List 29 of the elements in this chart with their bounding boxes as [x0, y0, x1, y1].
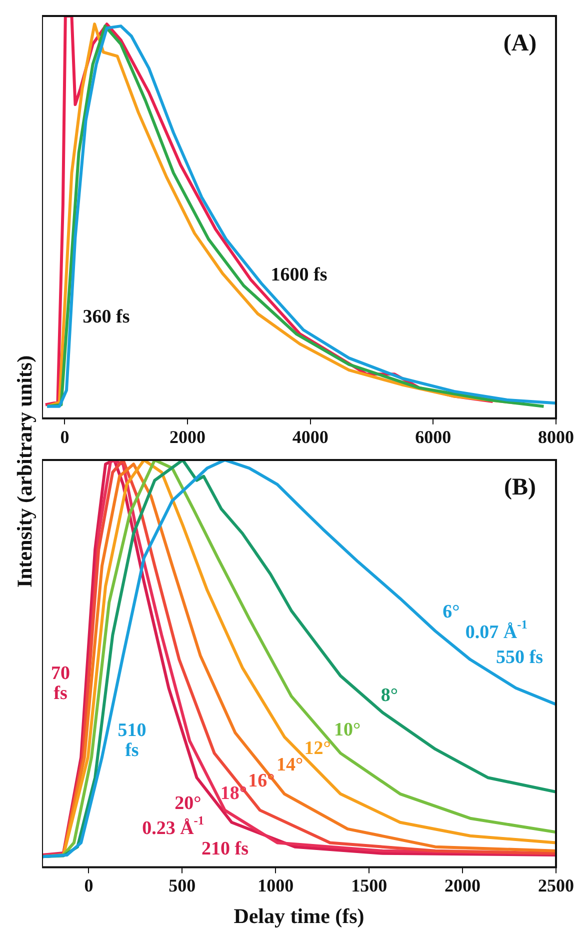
x-tick-label: 4000 [292, 426, 328, 447]
x-tick-label: 6000 [415, 426, 452, 447]
annotation: 210 fs [202, 838, 248, 860]
annotation: (A) [503, 30, 537, 56]
x-tick-label: 1500 [351, 876, 388, 896]
x-axis-title: Delay time (fs) [234, 904, 364, 928]
x-tick-label: 2000 [444, 876, 481, 896]
x-tick-label: 500 [168, 876, 196, 896]
y-axis-title: Intensity (arbitrary units) [12, 354, 38, 588]
annotation: 360 fs [82, 306, 130, 328]
series-label: 18° [220, 782, 248, 804]
series-label: 8° [380, 685, 398, 706]
x-tick-label: 0 [60, 426, 70, 447]
annotation: 1600 fs [270, 264, 328, 286]
series-label: 14° [276, 754, 304, 776]
x-tick-label: 2000 [170, 426, 206, 447]
x-tick-label: 8000 [538, 426, 574, 447]
annotation: 510 fs [118, 720, 146, 761]
annotation: 70 fs [51, 662, 70, 704]
series-label: 12° [304, 738, 331, 760]
series-label: 6° [442, 602, 460, 623]
series-label: 20° [174, 792, 202, 814]
x-tick-label: 2500 [538, 876, 574, 896]
annotation: 550 fs [496, 647, 544, 668]
annotation: (B) [504, 474, 536, 501]
x-tick-label: 1000 [258, 876, 294, 896]
series-label: 16° [248, 770, 275, 792]
x-tick-label: 0 [84, 876, 94, 896]
series-label: 10° [334, 720, 361, 741]
